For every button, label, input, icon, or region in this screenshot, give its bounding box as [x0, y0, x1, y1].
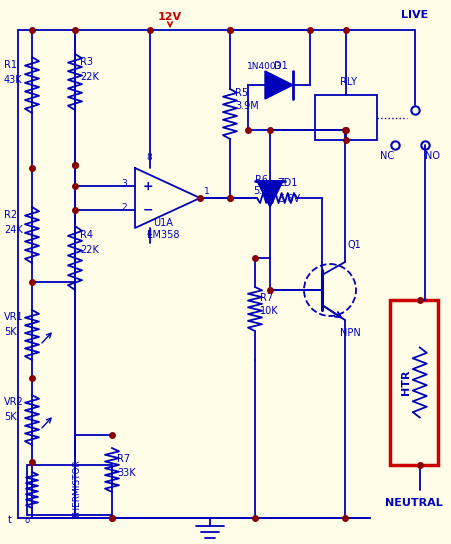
Text: 12V: 12V [158, 12, 182, 22]
Text: R2: R2 [4, 210, 17, 220]
Text: D1: D1 [274, 61, 288, 71]
Text: THERMISTOR: THERMISTOR [73, 461, 82, 520]
Text: R7: R7 [260, 293, 273, 303]
Text: R7: R7 [117, 454, 130, 464]
Text: NPN: NPN [340, 328, 361, 338]
Text: R4: R4 [80, 230, 93, 240]
Text: RLY: RLY [340, 77, 357, 87]
Text: NO: NO [425, 151, 441, 161]
Text: 22K: 22K [80, 72, 99, 82]
Text: NEUTRAL: NEUTRAL [385, 498, 443, 508]
Text: 5K: 5K [4, 327, 17, 337]
Text: NC: NC [380, 151, 394, 161]
Text: 43K: 43K [4, 75, 23, 85]
Text: ZD1: ZD1 [278, 178, 299, 188]
Text: LIVE: LIVE [401, 10, 428, 20]
Text: t: t [8, 515, 12, 525]
Bar [27, 465, 112, 515]
Text: Q1: Q1 [348, 240, 362, 250]
Text: R3: R3 [80, 57, 93, 67]
Text: R5: R5 [235, 88, 248, 98]
Text: 8: 8 [146, 153, 152, 162]
Polygon shape [257, 181, 283, 207]
Text: R6: R6 [255, 175, 268, 185]
Text: 33K: 33K [117, 468, 136, 478]
Polygon shape [265, 71, 293, 99]
Text: 5.6V: 5.6V [278, 194, 300, 204]
Text: 4: 4 [146, 229, 152, 238]
Text: R1: R1 [4, 60, 17, 70]
Text: 5.1K: 5.1K [253, 186, 275, 196]
Text: LM358: LM358 [147, 230, 179, 240]
Text: 3: 3 [121, 179, 127, 188]
Text: 5K: 5K [4, 412, 17, 422]
Text: +: + [143, 180, 154, 193]
Text: −: − [143, 203, 153, 217]
Text: VR1: VR1 [4, 312, 23, 322]
Bar [390, 300, 438, 465]
Text: U1A: U1A [153, 218, 173, 228]
Text: 22K: 22K [80, 245, 99, 255]
Text: 1N4003: 1N4003 [247, 62, 282, 71]
Text: o: o [24, 516, 30, 525]
Bar [315, 95, 377, 140]
Text: 24K: 24K [4, 225, 23, 235]
Text: HTR: HTR [401, 370, 411, 395]
Text: 10K: 10K [260, 306, 279, 316]
Text: 1: 1 [204, 187, 210, 196]
Text: 2: 2 [121, 203, 127, 212]
Text: VR2: VR2 [4, 397, 24, 407]
Text: 3.9M: 3.9M [235, 101, 259, 111]
